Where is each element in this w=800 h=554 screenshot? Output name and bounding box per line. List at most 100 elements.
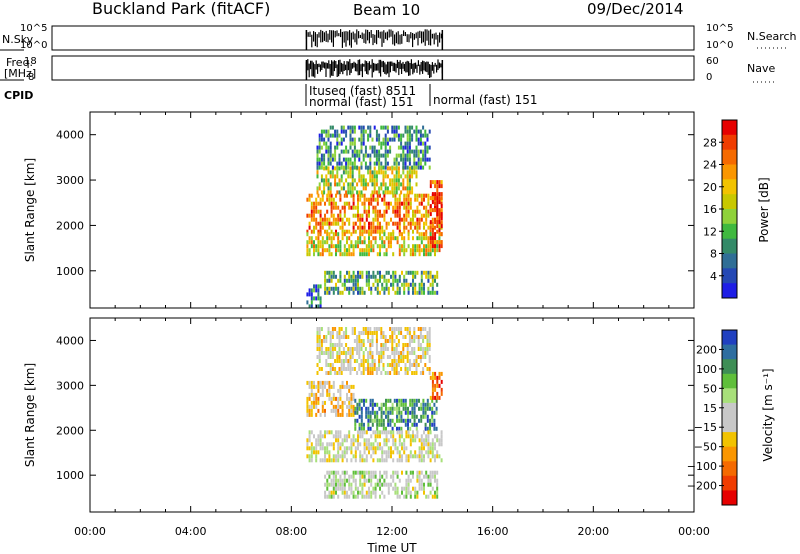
colorbar-tick-label: 15	[703, 402, 717, 415]
colorbar-swatch	[722, 417, 737, 433]
colorbar-swatch	[722, 238, 737, 254]
cpid-entry-1: Ituseq (fast) 8511	[309, 84, 416, 98]
scatter-block-1	[306, 193, 443, 234]
beam-title: Beam 10	[353, 1, 420, 19]
colorbar-swatch	[722, 223, 737, 240]
colorbar-tick-label: 24	[703, 159, 717, 172]
freq-units-label: [MHz]	[4, 67, 36, 80]
nsearch-tick-bottom: 10^0	[706, 40, 733, 51]
scatter-block-3	[306, 430, 443, 463]
xtick-label: 08:00	[275, 525, 307, 538]
colorbar-swatch	[722, 461, 737, 477]
colorbar-swatch	[722, 268, 737, 284]
ytick-label: 2000	[56, 424, 84, 437]
scatter-block-5	[429, 371, 443, 400]
colorbar-swatch	[722, 446, 737, 462]
colorbar-swatch	[722, 149, 737, 165]
nsky-trace	[305, 29, 444, 50]
colorbar-swatch	[722, 402, 737, 418]
scatter-block-6	[316, 327, 431, 375]
velocity-colorbar-label: Velocity [m s⁻¹]	[761, 368, 775, 461]
time-axis-label: Time UT	[366, 541, 417, 554]
cpid-panel: CPID Ituseq (fast) 8511 normal (fast) 15…	[4, 84, 537, 109]
colorbar-tick-label: 50	[703, 382, 717, 395]
colorbar-swatch	[722, 490, 737, 506]
colorbar-tick-label: 28	[703, 136, 717, 149]
xtick-label: 00:00	[678, 525, 710, 538]
ytick-label: 4000	[56, 334, 84, 347]
velocity-ylabel: Slant Range [km]	[23, 363, 37, 467]
nave-tick-bottom: 0	[706, 72, 712, 83]
colorbar-swatch	[722, 344, 737, 360]
nsky-label: N.Sky	[2, 33, 34, 46]
ytick-label: 3000	[56, 174, 84, 187]
xtick-label: 00:00	[74, 525, 106, 538]
nsky-frame	[51, 25, 695, 51]
colorbar-frame	[721, 329, 738, 506]
colorbar-tick-label: 12	[703, 225, 717, 238]
nave-label: Nave	[747, 62, 775, 75]
colorbar-swatch	[722, 475, 737, 491]
freq-panel: Freq. [MHz] 18 8 60 0 Nave	[0, 55, 775, 83]
xtick-label: 16:00	[477, 525, 509, 538]
scatter-block-2	[306, 232, 443, 257]
freq-tick-bottom: 8	[28, 72, 34, 83]
scatter-block-2	[354, 398, 438, 431]
ytick-label: 1000	[56, 265, 84, 278]
power-colorbar-label: Power [dB]	[757, 177, 771, 242]
cpid-entry-3: normal (fast) 151	[433, 93, 537, 107]
scatter-block-1	[306, 380, 355, 417]
colorbar-swatch	[722, 432, 737, 448]
colorbar-swatch	[722, 330, 737, 346]
colorbar-swatch	[722, 373, 737, 389]
colorbar-tick-label: 200	[696, 343, 717, 356]
nsearch-tick-top: 10^5	[706, 23, 733, 34]
nsky-tick-bottom: 10^0	[20, 40, 47, 51]
freq-label: Freq.	[6, 56, 33, 69]
colorbar-tick-label: 8	[710, 248, 717, 261]
xtick-label: 12:00	[376, 525, 408, 538]
ytick-label: 2000	[56, 219, 84, 232]
colorbar-swatch	[722, 194, 737, 210]
colorbar-tick-label: −15	[694, 421, 717, 434]
cpid-label: CPID	[4, 89, 33, 102]
freq-tick-top: 18	[24, 56, 37, 67]
ytick-label: 4000	[56, 129, 84, 142]
scatter-block-4	[316, 125, 431, 170]
scatter-block-5	[324, 270, 439, 295]
power-colorbar: 28 24 20 16 12 8 4	[703, 119, 738, 299]
colorbar-swatch	[722, 209, 737, 225]
velocity-panel: 1000 2000 3000 4000 Slant Range [km]	[23, 317, 695, 513]
velocity-heatmap	[306, 327, 443, 499]
power-ylabel: Slant Range [km]	[23, 158, 37, 262]
ytick-label: 1000	[56, 469, 84, 482]
time-axis: 00:00 04:00 08:00 12:00 16:00 20:00 00:00	[74, 525, 710, 538]
nsearch-label: N.Search	[747, 30, 797, 43]
nsky-tick-top: 10^5	[20, 23, 47, 34]
freq-trace	[305, 59, 444, 80]
colorbar-tick-label: 20	[703, 181, 717, 194]
velocity-axes: 1000 2000 3000 4000	[56, 318, 695, 512]
nave-tick-top: 60	[706, 56, 719, 67]
colorbar-swatch	[722, 283, 737, 299]
colorbar-swatch	[722, 164, 737, 180]
colorbar-tick-label: −50	[694, 441, 717, 454]
colorbar-swatch	[722, 388, 737, 404]
station-title: Buckland Park (fitACF)	[92, 0, 270, 18]
scatter-block-4	[324, 470, 439, 499]
nsky-panel: N.Sky 10^5 10^0 10^5 10^0 N.Search	[0, 23, 797, 51]
colorbar-tick-label: 16	[703, 203, 717, 216]
colorbar-tick-label: −200	[687, 480, 717, 493]
colorbar-swatch	[722, 359, 737, 375]
scatter-block-6	[429, 180, 443, 253]
colorbar-swatch	[722, 134, 737, 151]
power-axes: 1000 2000 3000 4000	[56, 112, 695, 308]
power-panel: 1000 2000 3000 4000 Slant Range [km]	[23, 111, 695, 309]
scatter-block-3	[316, 166, 418, 195]
xtick-label: 20:00	[577, 525, 609, 538]
freq-frame	[51, 55, 695, 81]
colorbar-swatch	[722, 120, 737, 136]
ytick-label: 3000	[56, 379, 84, 392]
cpid-entry-2: normal (fast) 151	[309, 95, 413, 109]
